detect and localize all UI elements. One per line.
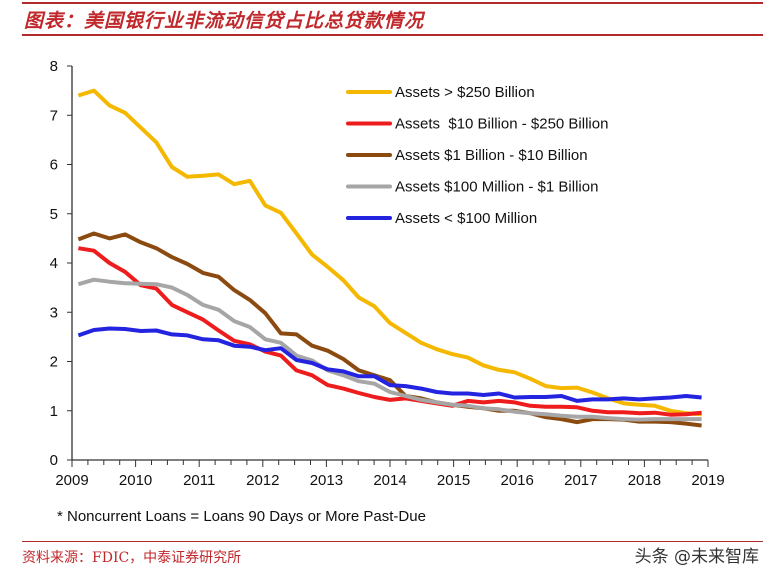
y-tick-label: 3 <box>50 304 58 321</box>
x-tick-label: 2014 <box>373 472 406 489</box>
y-tick-label: 5 <box>50 206 58 223</box>
x-tick-label: 2016 <box>501 472 534 489</box>
x-tick-label: 2015 <box>437 472 470 489</box>
legend: Assets > $250 Billion Assets $10 Billion … <box>346 84 608 227</box>
series-lines <box>77 88 702 428</box>
chart-note: * Noncurrent Loans = Loans 90 Days or Mo… <box>57 508 426 525</box>
source-text: 资料来源：FDIC，中泰证券研究所 <box>22 550 242 566</box>
x-tick-label: 2019 <box>691 472 724 489</box>
series-line <box>77 88 702 417</box>
legend-label: Assets < $100 Million <box>395 210 537 227</box>
footer-rule <box>22 541 763 542</box>
x-tick-label: 2011 <box>183 472 215 489</box>
y-tick-label: 7 <box>50 107 58 124</box>
series-line <box>78 246 702 417</box>
page-title: 图表：美国银行业非流动信贷占比总贷款情况 <box>24 10 425 32</box>
y-tick-label: 1 <box>50 403 58 420</box>
series-line <box>77 326 702 403</box>
series-line <box>77 277 702 422</box>
y-tick-label: 8 <box>50 58 58 75</box>
legend-label: Assets $1 Billion - $10 Billion <box>395 147 588 164</box>
axes: 0 1 2 3 4 5 6 7 8 2009 2010 2011 2012 2013 2014 2015 201… <box>50 58 725 489</box>
y-tick-label: 4 <box>50 255 58 272</box>
y-tick-label: 6 <box>50 157 58 174</box>
x-tick-label: 2018 <box>628 472 661 489</box>
title-bottom-rule <box>22 34 763 36</box>
legend-label: Assets $10 Billion - $250 Billion <box>395 116 608 133</box>
y-tick-label: 0 <box>50 452 58 469</box>
x-tick-label: 2017 <box>564 472 597 489</box>
x-tick-label: 2012 <box>246 472 279 489</box>
legend-label: Assets $100 Million - $1 Billion <box>395 179 598 196</box>
x-tick-label: 2009 <box>55 472 88 489</box>
y-tick-label: 2 <box>50 354 58 371</box>
legend-label: Assets > $250 Billion <box>395 84 535 101</box>
x-tick-label: 2010 <box>119 472 152 489</box>
watermark: 头条 @未来智库 <box>634 547 759 567</box>
title-top-rule <box>22 2 763 4</box>
x-tick-label: 2013 <box>310 472 343 489</box>
